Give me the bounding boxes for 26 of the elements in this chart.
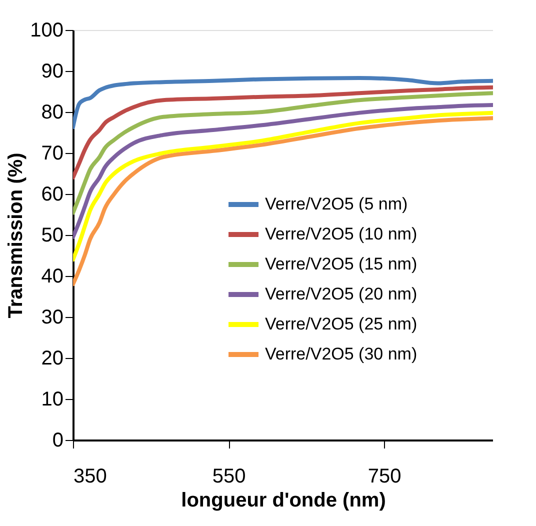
line-series	[73, 76, 493, 130]
y-tick-label: 0	[52, 430, 64, 452]
line-series	[73, 116, 493, 286]
x-tick-label: 750	[368, 466, 402, 488]
x-tick-label: 350	[74, 466, 107, 488]
y-tick-label: 50	[41, 224, 64, 246]
legend-label: Verre/V2O5 (25 nm)	[265, 314, 418, 334]
y-tick-label: 70	[41, 142, 64, 164]
legend-label: Verre/V2O5 (20 nm)	[265, 284, 418, 304]
legend-label: Verre/V2O5 (5 nm)	[265, 194, 408, 214]
legend-label: Verre/V2O5 (15 nm)	[265, 254, 418, 274]
y-tick-label: 40	[41, 266, 64, 288]
y-axis-title: Transmission (%)	[5, 152, 28, 318]
line-series	[73, 91, 493, 215]
y-tick-label: 60	[41, 184, 64, 206]
y-tick-label: 100	[30, 20, 64, 42]
legend-label: Verre/V2O5 (10 nm)	[265, 224, 418, 244]
legend-label: Verre/V2O5 (30 nm)	[265, 344, 418, 364]
y-tick-label: 90	[41, 60, 64, 82]
y-tick-label: 10	[41, 388, 64, 410]
y-tick-label: 20	[41, 348, 64, 370]
y-tick-label: 30	[41, 306, 64, 328]
x-axis-title: longueur d'onde (nm)	[181, 490, 386, 512]
y-tick-label: 80	[41, 102, 64, 124]
x-tick-label: 550	[212, 466, 246, 488]
line-series	[73, 85, 493, 180]
